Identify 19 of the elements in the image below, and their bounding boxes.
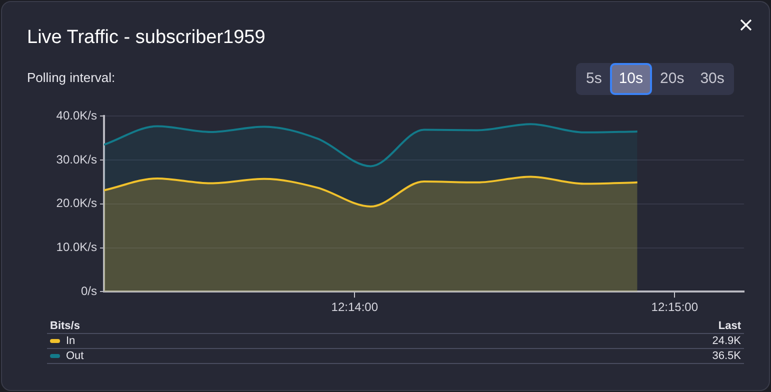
- text: 10s: [610, 63, 652, 95]
- x-tick-label: 12:14:00: [331, 300, 378, 314]
- y-tick-label: 0/s: [80, 284, 97, 298]
- x-tick-label: 12:15:00: [651, 300, 698, 314]
- text: 20s: [659, 69, 686, 89]
- text: 30s: [699, 69, 726, 89]
- text: Last: [718, 320, 741, 332]
- text: 5s: [585, 69, 603, 89]
- legend-title: Bits/s: [50, 320, 80, 332]
- text: 36.5K: [712, 350, 741, 362]
- y-tick-label: 40.0K/s: [56, 108, 97, 123]
- text: Polling interval:: [27, 70, 116, 85]
- y-tick-label: 20.0K/s: [56, 196, 97, 210]
- y-tick-label: 10.0K/s: [56, 240, 97, 254]
- legend-label: Out: [65, 350, 84, 362]
- legend-label: In: [65, 335, 76, 347]
- y-tick-label: 30.0K/s: [56, 152, 97, 166]
- text: 24.9K: [712, 335, 741, 347]
- chart-title: Live Traffic - subscriber1959: [27, 27, 266, 49]
